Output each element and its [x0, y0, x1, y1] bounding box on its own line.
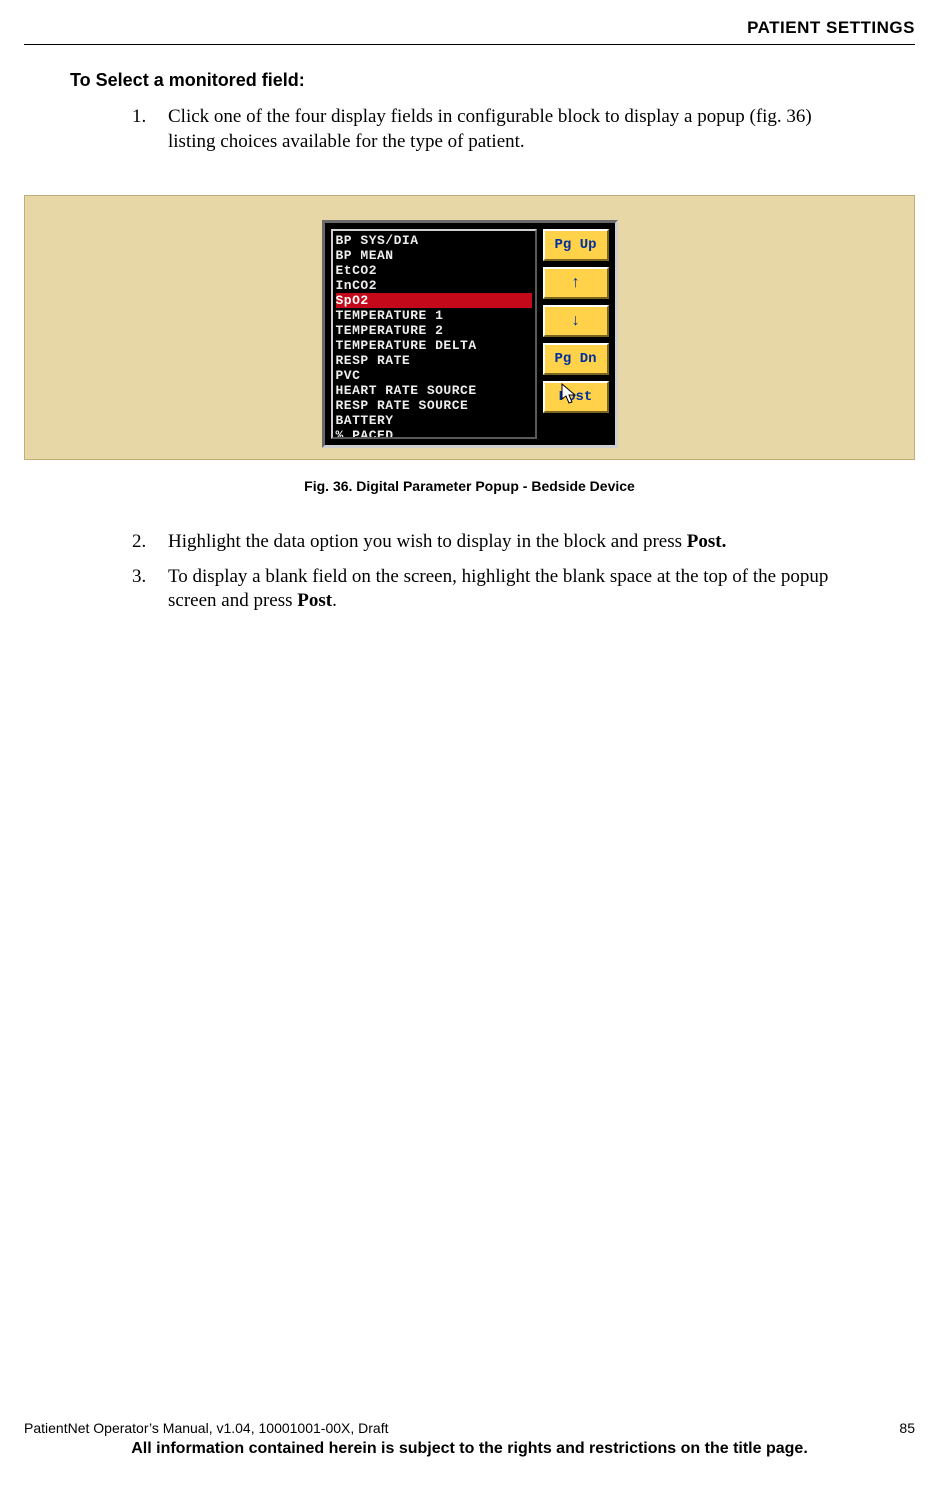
- step-text: To display a blank field on the screen, …: [168, 566, 828, 612]
- figure-caption: Fig. 36. Digital Parameter Popup - Bedsi…: [24, 478, 915, 494]
- step-number: 1.: [132, 105, 146, 130]
- popup-button-column: Pg Up ↑ ↓ Pg Dn Post: [543, 229, 609, 439]
- parameter-item[interactable]: SpO2: [336, 293, 532, 308]
- figure-wrap: BP SYS/DIABP MEANEtCO2InCO2SpO2TEMPERATU…: [24, 195, 915, 494]
- content-block: To Select a monitored field: 1. Click on…: [70, 70, 840, 164]
- footer-manual-id: PatientNet Operator’s Manual, v1.04, 100…: [24, 1420, 388, 1436]
- post-button[interactable]: Post: [543, 381, 609, 413]
- page-down-button[interactable]: Pg Dn: [543, 343, 609, 375]
- parameter-item[interactable]: PVC: [336, 368, 532, 383]
- step-text: Click one of the four display fields in …: [168, 106, 812, 152]
- parameter-item[interactable]: RESP RATE: [336, 353, 532, 368]
- page-footer: PatientNet Operator’s Manual, v1.04, 100…: [24, 1420, 915, 1458]
- scroll-up-button[interactable]: ↑: [543, 267, 609, 299]
- step-1: 1. Click one of the four display fields …: [132, 105, 840, 154]
- steps-after-figure: 2. Highlight the data option you wish to…: [70, 530, 840, 624]
- parameter-item[interactable]: % PACED: [336, 428, 532, 439]
- parameter-item[interactable]: RESP RATE SOURCE: [336, 398, 532, 413]
- parameter-item[interactable]: BP MEAN: [336, 248, 532, 263]
- footer-notice: All information contained herein is subj…: [24, 1440, 915, 1458]
- section-heading: To Select a monitored field:: [70, 70, 840, 91]
- parameter-item[interactable]: EtCO2: [336, 263, 532, 278]
- parameter-item[interactable]: TEMPERATURE 2: [336, 323, 532, 338]
- parameter-item[interactable]: TEMPERATURE DELTA: [336, 338, 532, 353]
- step-text: Highlight the data option you wish to di…: [168, 531, 726, 552]
- parameter-item[interactable]: TEMPERATURE 1: [336, 308, 532, 323]
- step-number: 3.: [132, 565, 146, 590]
- parameter-item[interactable]: BP SYS/DIA: [336, 233, 532, 248]
- figure-background-band: BP SYS/DIABP MEANEtCO2InCO2SpO2TEMPERATU…: [24, 195, 915, 460]
- parameter-list[interactable]: BP SYS/DIABP MEANEtCO2InCO2SpO2TEMPERATU…: [331, 229, 537, 439]
- page-header-title: PATIENT SETTINGS: [747, 18, 915, 38]
- parameter-popup: BP SYS/DIABP MEANEtCO2InCO2SpO2TEMPERATU…: [322, 220, 618, 448]
- header-rule: [24, 44, 915, 45]
- step-number: 2.: [132, 530, 146, 555]
- parameter-item[interactable]: InCO2: [336, 278, 532, 293]
- footer-page-number: 85: [899, 1420, 915, 1436]
- parameter-item[interactable]: BATTERY: [336, 413, 532, 428]
- step-2: 2. Highlight the data option you wish to…: [132, 530, 840, 555]
- step-3: 3. To display a blank field on the scree…: [132, 565, 840, 614]
- page-up-button[interactable]: Pg Up: [543, 229, 609, 261]
- parameter-item[interactable]: HEART RATE SOURCE: [336, 383, 532, 398]
- scroll-down-button[interactable]: ↓: [543, 305, 609, 337]
